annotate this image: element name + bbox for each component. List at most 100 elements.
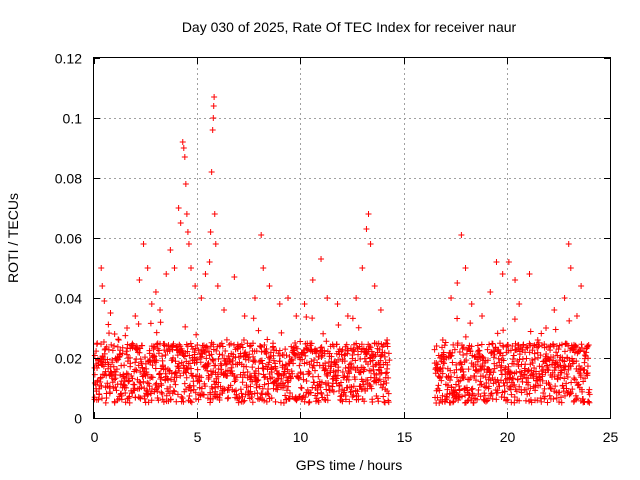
- data-point: [305, 399, 312, 406]
- data-point: [469, 385, 476, 392]
- data-point: [438, 377, 445, 384]
- data-point: [272, 385, 279, 392]
- data-point: [311, 357, 318, 364]
- data-point: [482, 357, 489, 364]
- data-point: [544, 399, 551, 406]
- data-point: [117, 372, 124, 379]
- data-point: [371, 283, 378, 289]
- y-tick-label: 0.04: [55, 291, 82, 307]
- data-point: [209, 127, 216, 133]
- data-point: [266, 283, 273, 289]
- data-point: [465, 366, 472, 373]
- data-point: [342, 365, 349, 372]
- data-point: [268, 369, 275, 376]
- data-point: [148, 390, 155, 397]
- data-point: [123, 384, 130, 391]
- data-point: [208, 169, 215, 175]
- y-tick-labels: 0 0.02 0.04 0.06 0.08 0.1 0.12: [55, 51, 82, 427]
- data-point: [344, 373, 351, 380]
- data-point: [95, 396, 102, 403]
- data-point: [553, 343, 560, 350]
- data-point: [197, 359, 204, 366]
- data-point: [336, 388, 343, 395]
- data-point: [149, 374, 156, 381]
- data-point: [202, 271, 209, 277]
- data-point: [507, 383, 514, 390]
- data-point: [293, 397, 300, 404]
- data-point: [516, 397, 523, 404]
- data-point: [472, 361, 479, 368]
- data-point: [281, 365, 288, 372]
- data-point: [148, 397, 155, 404]
- data-point: [172, 358, 179, 365]
- data-point: [359, 378, 366, 385]
- data-point: [565, 241, 572, 247]
- data-point: [558, 394, 565, 401]
- data-point: [335, 321, 342, 328]
- data-point: [290, 360, 297, 367]
- x-tick-label: 5: [194, 429, 202, 445]
- data-point: [144, 265, 151, 271]
- data-point: [456, 348, 463, 355]
- data-point: [539, 363, 546, 370]
- data-point: [265, 391, 272, 398]
- data-point: [315, 373, 322, 380]
- data-point: [529, 347, 536, 354]
- data-point: [107, 310, 114, 316]
- data-point: [310, 362, 317, 369]
- data-point: [346, 370, 353, 377]
- data-point: [214, 283, 221, 289]
- data-point: [501, 366, 508, 373]
- data-point: [225, 394, 232, 401]
- data-point: [504, 396, 511, 403]
- data-point: [308, 340, 315, 347]
- data-point: [233, 391, 240, 398]
- data-point: [543, 351, 550, 358]
- data-point: [369, 357, 376, 364]
- data-point: [239, 393, 246, 400]
- data-point: [298, 385, 305, 392]
- data-point: [249, 378, 256, 385]
- data-point: [298, 396, 305, 403]
- data-point: [505, 342, 512, 349]
- data-point: [439, 364, 446, 371]
- data-point: [508, 391, 515, 398]
- data-point: [514, 376, 521, 383]
- data-point: [309, 384, 316, 391]
- data-point: [134, 346, 141, 353]
- data-point: [522, 361, 529, 368]
- data-point: [302, 394, 309, 401]
- data-point: [202, 349, 209, 356]
- data-point: [482, 384, 489, 391]
- data-point: [125, 378, 132, 385]
- data-point: [377, 370, 384, 377]
- data-point: [448, 383, 455, 390]
- data-point: [349, 315, 356, 322]
- data-point: [215, 356, 222, 363]
- data-point: [383, 369, 390, 376]
- data-point: [458, 393, 465, 400]
- data-point: [347, 389, 354, 396]
- data-point: [477, 393, 484, 400]
- data-point: [188, 265, 195, 271]
- data-point: [496, 383, 503, 390]
- data-point: [187, 340, 194, 347]
- data-point: [338, 379, 345, 386]
- data-point: [451, 369, 458, 376]
- data-point: [210, 103, 217, 109]
- data-point: [301, 301, 308, 307]
- data-point: [101, 298, 108, 304]
- x-tick-label: 10: [293, 429, 309, 445]
- data-point: [103, 372, 110, 379]
- data-point: [531, 364, 538, 371]
- data-point: [534, 354, 541, 361]
- data-point: [115, 337, 122, 343]
- data-point: [149, 362, 156, 369]
- data-point: [241, 397, 248, 404]
- data-point: [133, 367, 140, 374]
- data-point: [580, 378, 587, 385]
- data-point: [253, 348, 260, 355]
- data-point: [307, 389, 314, 396]
- data-point: [489, 395, 496, 402]
- y-tick-label: 0.02: [55, 351, 82, 367]
